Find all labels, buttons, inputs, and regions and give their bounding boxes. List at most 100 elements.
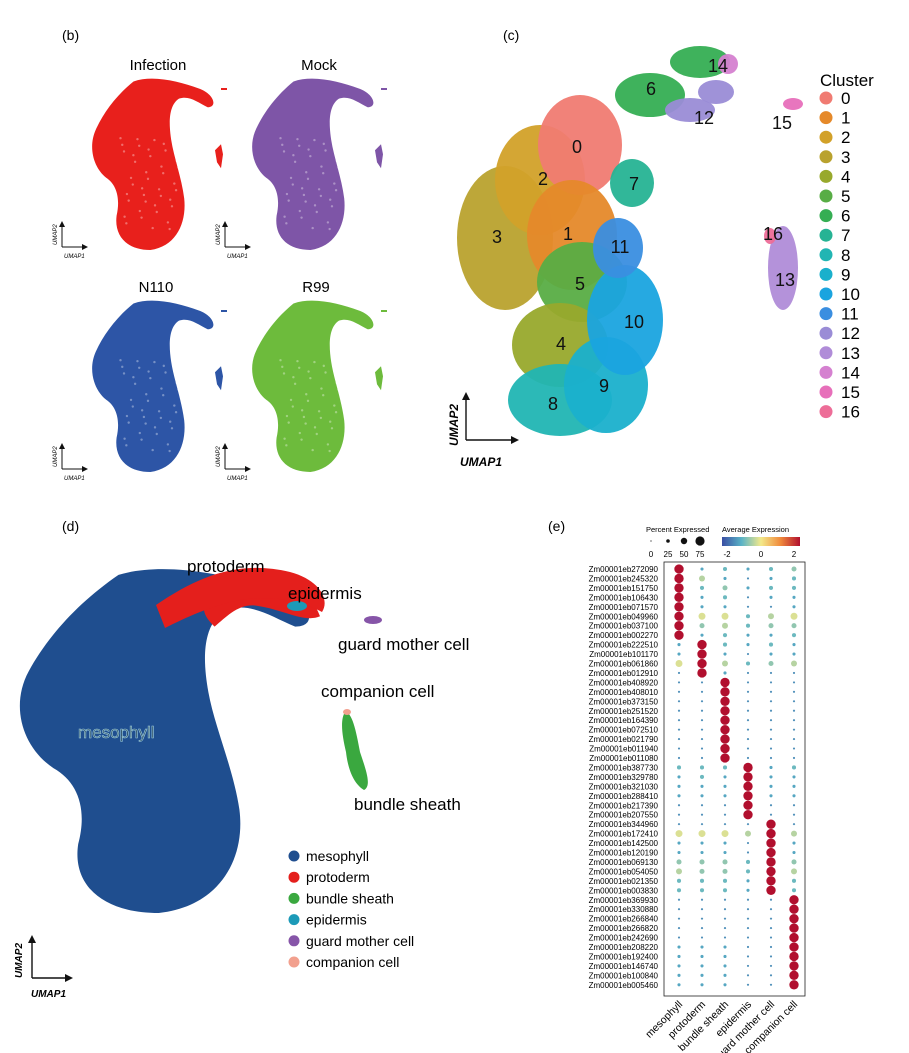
e-dot [700, 728, 704, 731]
e-dot [791, 633, 797, 638]
b-texture-dot [173, 404, 176, 407]
c-cluster-region-14 [718, 54, 738, 74]
e-dot [792, 813, 796, 816]
e-dot [722, 888, 728, 893]
e-dot [769, 974, 773, 977]
e-dot [700, 756, 704, 760]
e-gene-label: Zm00001eb069130 [589, 858, 659, 867]
b-texture-dot [119, 359, 122, 362]
e-dot [700, 823, 704, 826]
e-dot [723, 954, 727, 959]
e-dot [746, 841, 750, 845]
b-texture-dot [300, 216, 303, 219]
d-epidermis-region [287, 601, 307, 611]
b-texture-dot [157, 410, 161, 413]
c-legend-label: 7 [841, 226, 850, 245]
b-texture-dot [291, 405, 294, 408]
e-dot [743, 781, 753, 792]
b-texture-dot [122, 150, 126, 153]
b-texture-dot [309, 154, 312, 158]
b-texture-dot [313, 204, 317, 207]
e-dot [769, 681, 773, 684]
e-dot [699, 623, 705, 629]
c-legend-label: 12 [841, 324, 860, 343]
e-dot [792, 681, 796, 684]
e-dot [746, 908, 750, 911]
b-texture-dot [136, 137, 139, 141]
e-size-tick: 25 [664, 550, 673, 559]
b-texture-dot [293, 382, 297, 386]
b-island-small [221, 310, 227, 312]
b-texture-dot [125, 444, 128, 447]
b-umap-plots [92, 78, 387, 472]
b-texture-dot [330, 427, 334, 430]
d-umap-plot [19, 567, 382, 913]
e-dot [720, 706, 730, 716]
c-cluster-region-12 [665, 98, 715, 122]
c-axis-x: UMAP1 [460, 455, 502, 469]
e-gene-label: Zm00001eb321030 [589, 782, 659, 791]
b-umap-infection [92, 78, 214, 250]
b-texture-dot [292, 376, 295, 379]
e-dot [791, 878, 797, 883]
e-gene-label: Zm00001eb049960 [589, 612, 659, 621]
e-size-swatch [695, 536, 705, 546]
b-umap-n110-shape [92, 300, 214, 472]
b-texture-dot [334, 411, 338, 414]
panel-label-e: (e) [548, 518, 565, 534]
e-dot [746, 728, 750, 731]
e-dot [745, 859, 751, 864]
d-legend-label: mesophyll [306, 848, 369, 864]
e-size-tick: 50 [680, 550, 689, 559]
e-dot [769, 652, 773, 656]
e-dot [792, 841, 796, 845]
e-gene-label: Zm00001eb021350 [589, 877, 659, 886]
e-dot [700, 983, 704, 987]
e-gene-label: Zm00001eb266820 [589, 924, 659, 933]
b-texture-dot [121, 143, 124, 147]
e-gene-label: Zm00001eb011080 [589, 754, 658, 763]
b-texture-dot [142, 193, 146, 197]
e-dot [743, 810, 753, 820]
d-annot-epidermis: epidermis [288, 584, 362, 603]
e-gene-label: Zm00001eb217390 [589, 801, 659, 810]
e-dot [720, 696, 730, 706]
c-cluster-label: 14 [708, 56, 728, 76]
e-dot [700, 954, 704, 959]
e-gene-label: Zm00001eb242690 [589, 934, 659, 943]
b-texture-dot [300, 438, 303, 441]
b-texture-dot [307, 148, 310, 151]
e-dot [745, 661, 751, 666]
c-cluster-label: 0 [572, 137, 582, 157]
e-dot [700, 681, 704, 684]
b-texture-dot [285, 444, 288, 447]
e-dot [677, 964, 681, 968]
b-texture-dot [296, 359, 299, 363]
d-legend-label: bundle sheath [306, 890, 394, 906]
e-gene-label: Zm00001eb344960 [589, 820, 659, 829]
e-dot [700, 747, 704, 750]
c-umap-plot [457, 46, 803, 436]
e-dot [746, 974, 750, 977]
e-dot [677, 850, 681, 855]
e-dot [677, 784, 681, 788]
e-dot [789, 980, 799, 990]
b-texture-dot [296, 137, 299, 141]
e-gene-label: Zm00001eb387730 [589, 763, 659, 772]
e-dot [745, 614, 751, 619]
e-dot [745, 830, 751, 837]
b-title-r99: R99 [302, 279, 330, 296]
e-dot [769, 605, 773, 608]
e-dot [677, 700, 681, 703]
c-cluster-region-16 [764, 228, 776, 244]
c-legend-label: 1 [841, 109, 850, 128]
b-axis-y-label: UMAP2 [53, 446, 59, 467]
e-dot [699, 575, 705, 582]
e-gene-label: Zm00001eb005460 [589, 981, 659, 990]
e-dot [700, 850, 704, 855]
b-texture-dot [123, 215, 126, 218]
e-dot [769, 671, 773, 675]
b-island-small [381, 88, 387, 90]
e-dot [700, 973, 704, 977]
